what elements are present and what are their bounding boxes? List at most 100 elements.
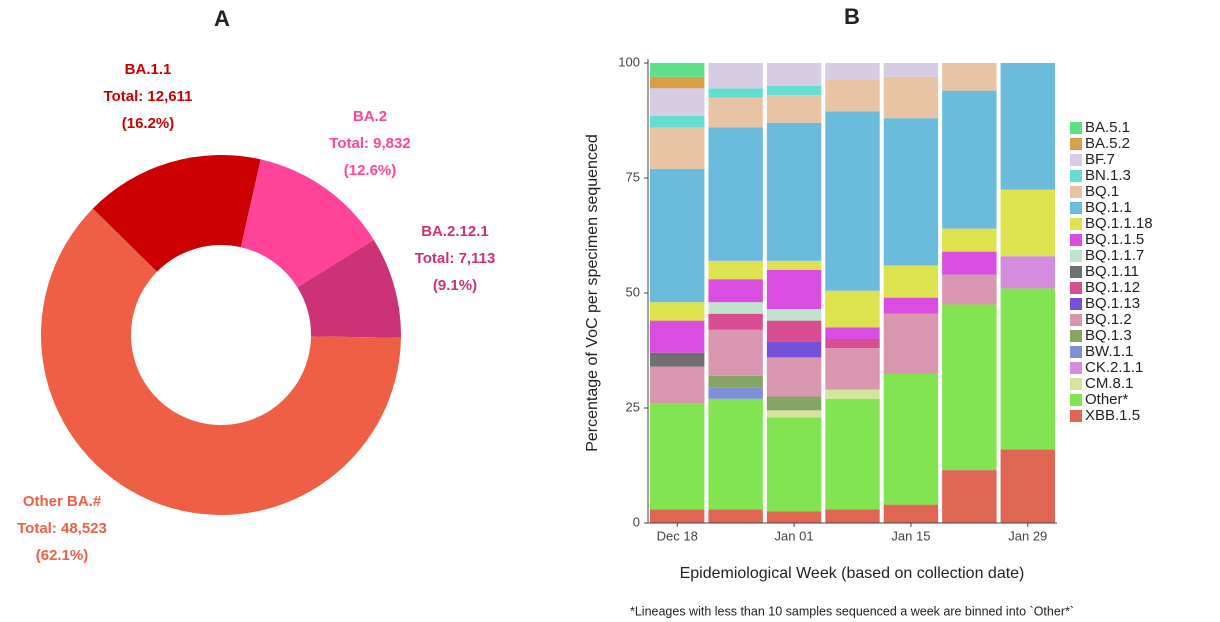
- legend-swatch: [1070, 394, 1082, 406]
- bar-segment: [766, 396, 822, 411]
- legend-swatch: [1070, 378, 1082, 390]
- bar-segment: [766, 511, 822, 523]
- bar-segment: [1000, 189, 1055, 257]
- bar-segment: [942, 63, 997, 91]
- bar-segment: [766, 270, 822, 310]
- legend-swatch: [1070, 362, 1082, 374]
- donut-slice: [92, 155, 261, 272]
- legend-label: BQ.1.1.18: [1085, 215, 1153, 232]
- bar-segment: [1000, 256, 1055, 289]
- legend-label: BQ.1.3: [1085, 327, 1132, 344]
- bar-segment: [825, 509, 880, 523]
- bar-segment: [883, 504, 939, 523]
- footnote: *Lineages with less than 10 samples sequ…: [630, 604, 1074, 618]
- bar-segment: [650, 88, 705, 116]
- bar-segment: [883, 265, 939, 298]
- y-tick-label: 0: [633, 514, 640, 529]
- legend-label: BQ.1.12: [1085, 279, 1140, 296]
- bar-segment: [883, 63, 939, 77]
- slice-label: BA.2: [353, 108, 387, 125]
- legend-label: BW.1.1: [1085, 343, 1133, 360]
- bar-segment: [766, 86, 822, 96]
- slice-label: (12.6%): [344, 162, 397, 179]
- bar-segment: [825, 398, 880, 510]
- bar-segment: [650, 302, 705, 321]
- bar-segment: [1000, 449, 1055, 523]
- legend-swatch: [1070, 218, 1082, 230]
- bar-segment: [650, 76, 705, 89]
- bar-segment: [825, 339, 880, 349]
- legend-label: BQ.1.1: [1085, 199, 1132, 216]
- bar-segment: [883, 76, 939, 119]
- bar-segment: [650, 366, 705, 404]
- bar-segment: [766, 309, 822, 321]
- donut-slice: [40, 208, 401, 515]
- y-tick-label: 100: [618, 54, 640, 69]
- bar-segment: [883, 118, 939, 266]
- bar-segment: [766, 341, 822, 358]
- bar-segment: [708, 375, 763, 388]
- legend-label: BQ.1.11: [1085, 263, 1139, 280]
- bar-segment: [650, 509, 705, 523]
- slice-label: Total: 48,523: [17, 520, 107, 537]
- bar-segment: [708, 127, 763, 261]
- slice-label: BA.1.1: [125, 61, 172, 78]
- bar-segment: [1000, 63, 1055, 190]
- legend-swatch: [1070, 154, 1082, 166]
- legend-label: BQ.1.1.5: [1085, 231, 1144, 248]
- legend-swatch: [1070, 282, 1082, 294]
- bar-segment: [825, 389, 880, 399]
- bar-segment: [942, 304, 997, 471]
- bar-segment: [766, 417, 822, 512]
- bar-segment: [708, 97, 763, 128]
- bar-segment: [766, 320, 822, 342]
- panel-title: A: [214, 6, 230, 31]
- legend-swatch: [1070, 138, 1082, 150]
- legend-swatch: [1070, 250, 1082, 262]
- bar-segment: [650, 63, 705, 77]
- bar-segment: [708, 88, 763, 98]
- legend-label: CK.2.1.1: [1085, 359, 1143, 376]
- legend-swatch: [1070, 266, 1082, 278]
- legend-swatch: [1070, 186, 1082, 198]
- legend-label: BF.7: [1085, 151, 1115, 168]
- bar-segment: [650, 168, 705, 303]
- bar-segment: [825, 79, 880, 112]
- slice-label: Total: 7,113: [415, 250, 496, 267]
- bar-segment: [766, 410, 822, 418]
- x-tick-label: Jan 01: [775, 528, 814, 543]
- bar-segment: [766, 357, 822, 397]
- bar-segment: [650, 320, 705, 353]
- bar-segment: [650, 127, 705, 169]
- legend-label: XBB.1.5: [1085, 407, 1140, 424]
- bar-segment: [883, 313, 939, 374]
- slice-label: Total: 9,832: [329, 135, 410, 152]
- donut-slice: [240, 159, 374, 288]
- bar-segment: [942, 251, 997, 275]
- panel-title: B: [844, 4, 860, 29]
- x-tick-label: Dec 18: [657, 528, 698, 543]
- slice-label: (16.2%): [122, 115, 175, 132]
- legend-swatch: [1070, 330, 1082, 342]
- slice-label: (9.1%): [433, 277, 477, 294]
- bar-segment: [708, 260, 763, 280]
- bar-segment: [650, 115, 705, 128]
- legend-swatch: [1070, 298, 1082, 310]
- legend-label: BQ.1.2: [1085, 311, 1132, 328]
- bar-segment: [708, 279, 763, 303]
- y-tick-label: 50: [626, 284, 640, 299]
- bar-segment: [766, 122, 822, 261]
- bar-segment: [708, 329, 763, 376]
- legend-swatch: [1070, 170, 1082, 182]
- bar-segment: [650, 352, 705, 367]
- bar-segment: [708, 63, 763, 89]
- y-tick-label: 25: [626, 399, 640, 414]
- bar-segment: [766, 95, 822, 123]
- bar-segment: [825, 348, 880, 390]
- bar-segment: [708, 313, 763, 330]
- legend-label: BQ.1: [1085, 183, 1119, 200]
- x-axis-label: Epidemiological Week (based on collectio…: [680, 565, 1025, 582]
- legend-swatch: [1070, 314, 1082, 326]
- y-tick-label: 75: [626, 169, 640, 184]
